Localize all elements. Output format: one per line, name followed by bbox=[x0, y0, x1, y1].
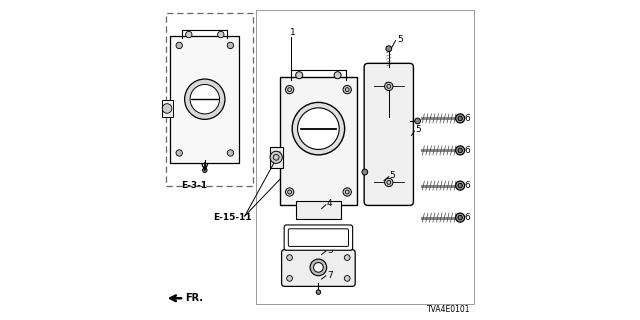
Circle shape bbox=[227, 42, 234, 49]
Text: E-15-11: E-15-11 bbox=[212, 213, 252, 222]
Circle shape bbox=[344, 276, 350, 281]
Circle shape bbox=[385, 82, 393, 91]
Text: 6: 6 bbox=[465, 213, 470, 222]
Circle shape bbox=[385, 178, 393, 187]
FancyBboxPatch shape bbox=[364, 63, 413, 205]
Circle shape bbox=[456, 114, 465, 123]
FancyBboxPatch shape bbox=[284, 225, 353, 250]
Circle shape bbox=[292, 102, 344, 155]
Circle shape bbox=[285, 188, 294, 196]
Text: 6: 6 bbox=[465, 114, 470, 123]
Circle shape bbox=[285, 85, 294, 94]
Circle shape bbox=[344, 255, 350, 260]
Text: 5: 5 bbox=[415, 125, 421, 134]
Circle shape bbox=[458, 116, 463, 121]
Text: 4: 4 bbox=[327, 199, 333, 208]
Text: TVA4E0101: TVA4E0101 bbox=[428, 305, 470, 314]
Circle shape bbox=[298, 108, 339, 149]
Circle shape bbox=[227, 150, 234, 156]
Circle shape bbox=[316, 290, 321, 294]
Text: 5: 5 bbox=[397, 35, 403, 44]
Circle shape bbox=[458, 215, 463, 220]
Circle shape bbox=[287, 276, 292, 281]
Circle shape bbox=[386, 46, 392, 52]
FancyBboxPatch shape bbox=[282, 250, 355, 286]
Circle shape bbox=[218, 31, 224, 38]
Circle shape bbox=[456, 146, 465, 155]
FancyBboxPatch shape bbox=[288, 229, 349, 246]
Circle shape bbox=[185, 79, 225, 119]
Bar bbox=[256, 10, 474, 304]
Circle shape bbox=[176, 150, 182, 156]
Circle shape bbox=[190, 84, 220, 114]
Circle shape bbox=[287, 255, 292, 260]
Circle shape bbox=[456, 181, 465, 190]
Bar bbox=[166, 13, 253, 186]
Circle shape bbox=[458, 183, 463, 188]
Circle shape bbox=[202, 168, 207, 172]
Text: 5: 5 bbox=[390, 171, 396, 180]
Bar bbox=[270, 147, 283, 168]
Text: 2: 2 bbox=[384, 82, 390, 91]
Text: 1: 1 bbox=[290, 28, 295, 36]
Circle shape bbox=[310, 259, 326, 276]
Text: FR.: FR. bbox=[185, 293, 203, 303]
Circle shape bbox=[163, 104, 172, 113]
Circle shape bbox=[343, 85, 351, 94]
Text: 3: 3 bbox=[327, 246, 333, 255]
Circle shape bbox=[456, 213, 465, 222]
Circle shape bbox=[415, 118, 420, 124]
Circle shape bbox=[334, 72, 341, 79]
Text: 6: 6 bbox=[465, 181, 470, 190]
Bar bbox=[161, 100, 173, 117]
FancyBboxPatch shape bbox=[280, 77, 357, 205]
Circle shape bbox=[314, 263, 323, 272]
Circle shape bbox=[362, 169, 368, 175]
Circle shape bbox=[186, 31, 192, 38]
Bar bbox=[296, 201, 340, 219]
Circle shape bbox=[176, 42, 182, 49]
Text: 6: 6 bbox=[465, 146, 470, 155]
Circle shape bbox=[270, 151, 282, 164]
Circle shape bbox=[343, 188, 351, 196]
Circle shape bbox=[296, 72, 303, 79]
Circle shape bbox=[458, 148, 463, 153]
Text: 7: 7 bbox=[327, 271, 333, 280]
Text: E-3-1: E-3-1 bbox=[181, 181, 207, 190]
FancyBboxPatch shape bbox=[170, 36, 239, 163]
